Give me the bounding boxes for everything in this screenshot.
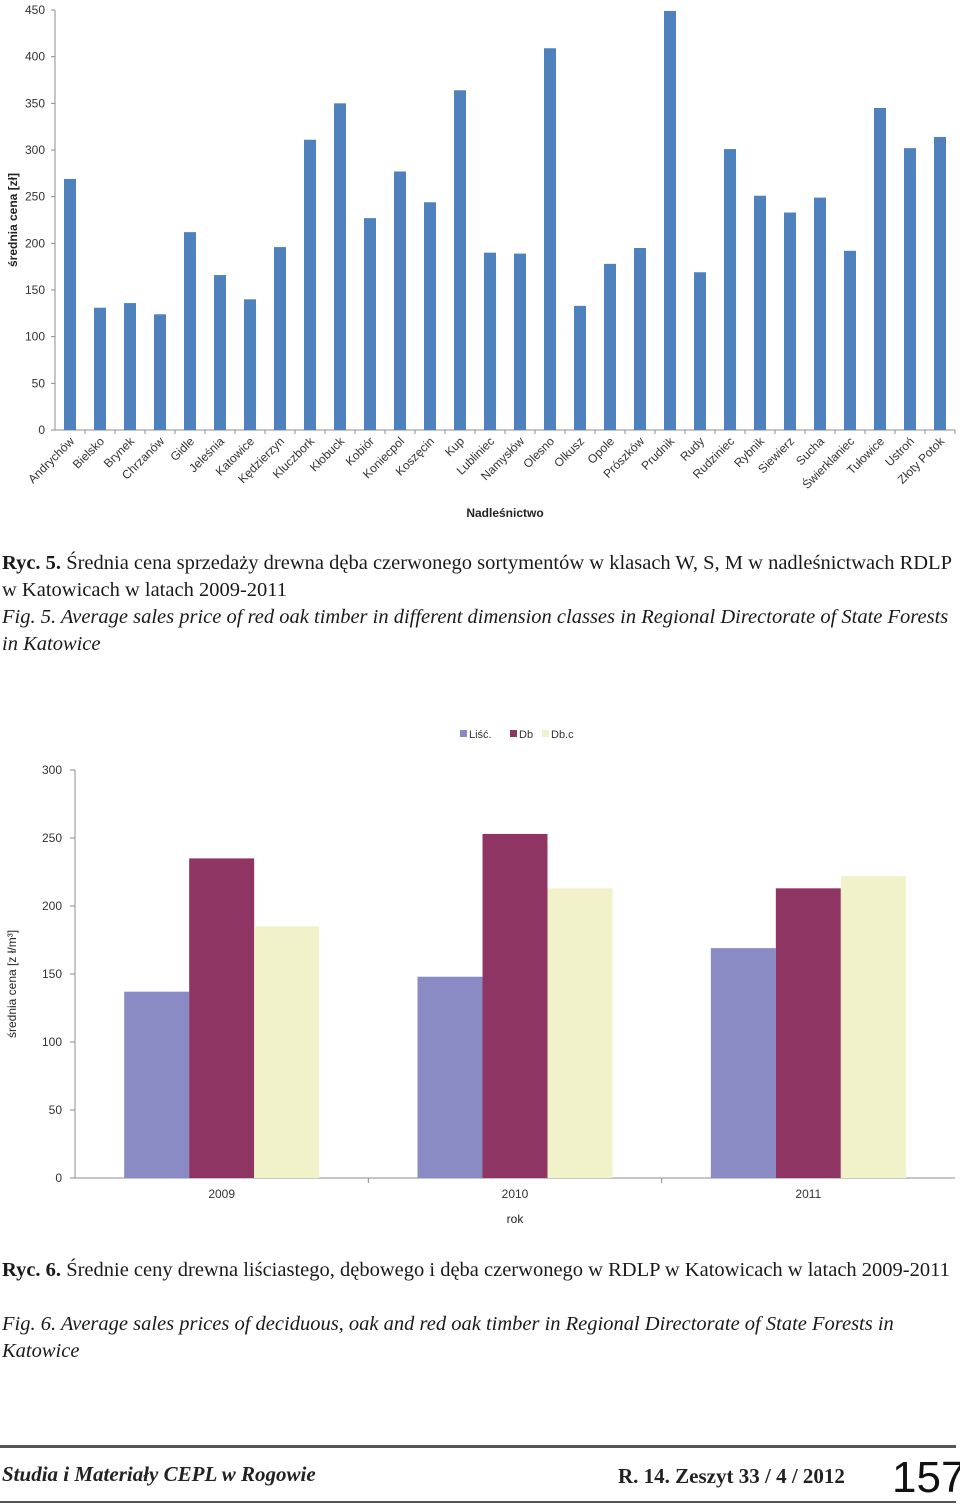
bar [724,149,736,431]
legend-label: Db [519,729,533,741]
bar [484,252,496,430]
y-tick-label: 0 [38,423,45,437]
y-tick-label: 200 [42,899,62,913]
bar [784,212,796,430]
y-tick-label: 150 [42,967,62,981]
bar [154,314,166,430]
bar [64,178,76,430]
bar [544,48,556,431]
bar [934,136,946,430]
y-axis-title: średnia cena [z ł/m³] [5,930,19,1038]
bar [844,250,856,430]
caption-fig6-pl: Ryc. 6. Średnie ceny drewna liściastego,… [2,1257,952,1284]
y-tick-label: 400 [25,50,45,64]
bar [814,197,826,430]
x-tick-label: 2011 [795,1187,821,1201]
bar [94,307,106,430]
y-tick-label: 150 [25,283,45,297]
chart-fig5: 0 50 100 150 200 250 300 350 400 450 AndrychówBiel… [6,3,956,520]
bar [454,90,466,431]
x-tick-label: Kłobuck [307,434,348,475]
caption-fig5-text: Średnia cena sprzedaży drewna dęba czerw… [2,552,952,601]
bar-db [775,888,841,1178]
chart-fig6: 0 50 100 150 200 250 300 2009 2010 2011 Liść. Db Db.… [5,729,955,1226]
bar [904,148,916,430]
legend-label: Liść. [469,729,492,741]
x-tick-label: Olkusz [551,434,587,470]
bar [694,272,706,430]
bar [214,275,226,430]
x-tick-label: 2010 [502,1187,529,1201]
bar [274,247,286,430]
bar [124,303,136,430]
bar [364,218,376,430]
bar [574,305,586,430]
legend-swatch [460,730,467,737]
page-number: 157 [892,1453,960,1502]
y-tick-label: 100 [25,330,45,344]
bar-db [189,858,255,1178]
bar-db-c [254,926,320,1178]
x-tick-label: Bielsko [70,434,107,471]
y-tick-label: 50 [49,1103,63,1117]
x-tick-label: Olesno [520,434,557,471]
y-tick-label: 250 [25,190,45,204]
legend-label: Db.c [551,729,574,741]
bar [424,202,436,430]
bar [754,195,766,430]
y-tick-label: 300 [42,763,62,777]
y-tick-label: 50 [32,376,46,390]
y-tick-label: 300 [25,143,45,157]
caption-fig5-label: Ryc. 5. [2,552,62,574]
footer-issue: R. 14. Zeszyt 33 / 4 / 2012 [618,1464,845,1488]
bar-li [124,991,190,1178]
x-tick-label: Kup [442,434,467,459]
y-tick-label: 250 [42,831,62,845]
y-tick-label: 100 [42,1035,62,1049]
bar-db [482,833,548,1178]
bar [664,10,676,431]
bar-li [417,976,483,1178]
bar [874,108,886,430]
bar [244,299,256,430]
bar [604,263,616,430]
y-tick-label: 450 [25,3,45,17]
caption-fig5-pl: Ryc. 5. Średnia cena sprzedaży drewna dę… [2,550,952,604]
bar [334,103,346,430]
y-tick-label: 350 [25,96,45,110]
y-tick-label: 200 [25,236,45,250]
bar-db-c [547,888,613,1178]
footer-journal-title: Studia i Materiały CEPL w Rogowie [2,1462,316,1486]
caption-fig6-text: Średnie ceny drewna liściastego, dęboweg… [61,1259,950,1281]
legend-swatch [510,730,517,737]
x-axis-title: Nadleśnictwo [466,506,543,520]
bar [514,253,526,430]
x-tick-label: 2009 [208,1187,235,1201]
legend-swatch [542,730,549,737]
caption-fig6-en: Fig. 6. Average sales prices of deciduou… [2,1313,894,1362]
caption-fig6-label: Ryc. 6. [2,1259,62,1281]
bar [304,139,316,430]
caption-fig5-en: Fig. 5. Average sales price of red oak t… [2,606,949,655]
y-tick-label: 0 [55,1171,62,1185]
y-axis-title: średnia cena [zł] [6,173,20,267]
bar [184,232,196,430]
bar [634,248,646,430]
x-tick-label: Prudnik [638,434,677,473]
footer-rule-bottom [0,1501,956,1503]
x-tick-label: Andrychów [25,434,77,486]
bar-db-c [840,876,906,1178]
bar-li [710,948,776,1178]
footer-rule-top [0,1445,956,1448]
bar [394,171,406,430]
x-axis-title: rok [507,1212,525,1226]
